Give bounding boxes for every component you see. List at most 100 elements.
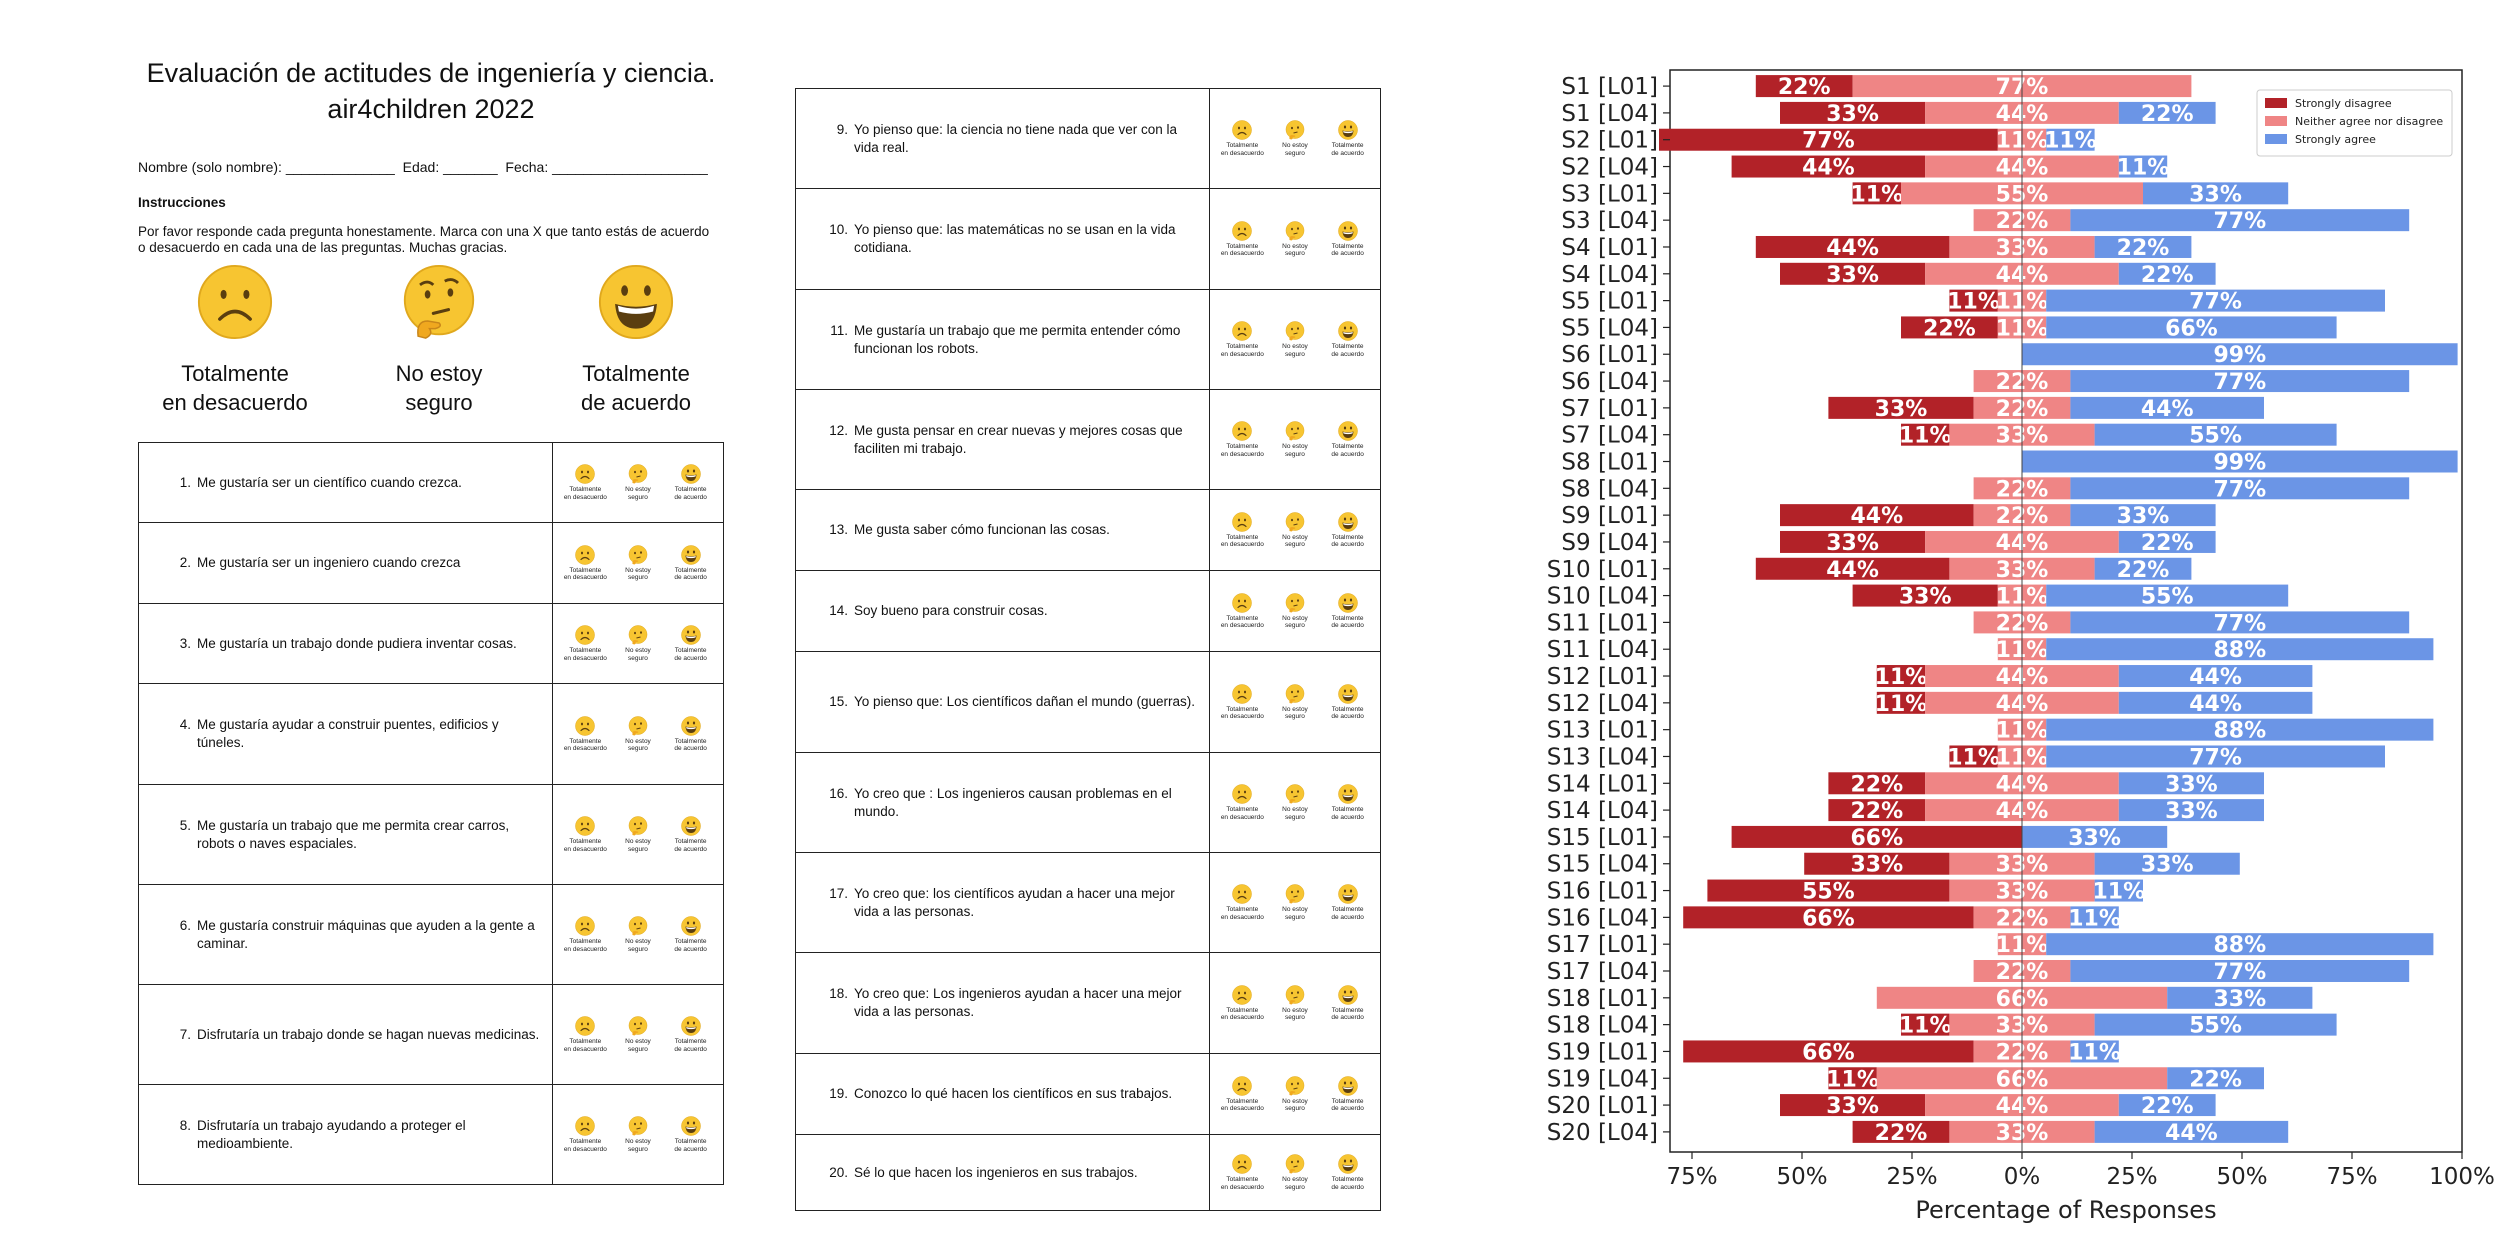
answer-option-unsure[interactable]: No estoy seguro — [1271, 421, 1319, 458]
answer-option-unsure[interactable]: No estoy seguro — [614, 464, 662, 501]
answer-option-agree[interactable]: Totalmente de acuerdo — [1324, 1075, 1372, 1113]
answer-option-agree[interactable]: Totalmente de acuerdo — [1324, 120, 1372, 157]
grinning-face-icon — [680, 1016, 701, 1036]
answer-option-disagree[interactable]: Totalmente en desacuerdo — [561, 464, 609, 501]
answer-option-label-line2: seguro — [628, 1045, 648, 1053]
answer-option-agree[interactable]: Totalmente de acuerdo — [667, 816, 715, 853]
answer-option-agree[interactable]: Totalmente de acuerdo — [1324, 421, 1372, 458]
answer-option-agree[interactable]: Totalmente de acuerdo — [1324, 511, 1372, 549]
answer-option-unsure[interactable]: No estoy seguro — [1271, 592, 1319, 630]
y-tick-label: S9 [L01] — [1561, 503, 1658, 529]
answer-option-unsure[interactable]: No estoy seguro — [614, 715, 662, 753]
answer-option-unsure[interactable]: No estoy seguro — [1271, 511, 1319, 549]
answer-option-unsure[interactable]: No estoy seguro — [1271, 120, 1319, 157]
answer-option-agree[interactable]: Totalmente de acuerdo — [1324, 220, 1372, 258]
answer-option-agree[interactable]: Totalmente de acuerdo — [667, 715, 715, 753]
answer-option-agree[interactable]: Totalmente de acuerdo — [667, 625, 715, 662]
answer-option-agree[interactable]: Totalmente de acuerdo — [667, 1116, 715, 1153]
grinning-face-icon — [680, 464, 701, 484]
answer-option-agree[interactable]: Totalmente de acuerdo — [1324, 884, 1372, 921]
answer-option-disagree[interactable]: Totalmente en desacuerdo — [561, 715, 609, 753]
name-blank[interactable]: ______________ — [285, 159, 395, 175]
answer-option-unsure[interactable]: No estoy seguro — [1271, 1075, 1319, 1113]
answer-option-unsure[interactable]: No estoy seguro — [614, 816, 662, 853]
answer-option-label-line1: Totalmente — [1331, 242, 1364, 250]
answer-option-disagree[interactable]: Totalmente en desacuerdo — [1218, 1154, 1266, 1191]
answer-option-label-line1: No estoy — [1282, 906, 1308, 913]
answer-option-label-line2: en desacuerdo — [1220, 1014, 1264, 1021]
question-text-cell: 8. Disfrutaría un trabajo ayudando a prot… — [138, 1084, 553, 1185]
answer-option-disagree[interactable]: Totalmente en desacuerdo — [1218, 1075, 1266, 1113]
answer-option-agree[interactable]: Totalmente de acuerdo — [1324, 1154, 1372, 1191]
bar-disagree — [1876, 691, 1926, 714]
bar-value-label: 33% — [1826, 531, 1879, 556]
answer-option-disagree[interactable]: Totalmente en desacuerdo — [1218, 120, 1266, 157]
thinking-face-icon — [1285, 784, 1305, 804]
answer-option-unsure[interactable]: No estoy seguro — [1271, 321, 1319, 358]
answer-option-unsure[interactable]: No estoy seguro — [1271, 984, 1319, 1022]
answer-option-unsure[interactable]: No estoy seguro — [1271, 683, 1319, 721]
answer-option-agree[interactable]: Totalmente de acuerdo — [1324, 592, 1372, 630]
thinking-face-icon — [628, 1016, 648, 1036]
answer-option-unsure[interactable]: No estoy seguro — [614, 544, 662, 582]
y-tick-label: S7 [L04] — [1561, 423, 1658, 449]
question-row: 11. Me gustaría un trabajo que me permita… — [795, 289, 1381, 390]
answer-option-agree[interactable]: Totalmente de acuerdo — [667, 916, 715, 953]
answer-option-disagree[interactable]: Totalmente en desacuerdo — [561, 1016, 609, 1053]
answer-option-disagree[interactable]: Totalmente en desacuerdo — [1218, 220, 1266, 258]
y-tick-label: S4 [L04] — [1561, 262, 1658, 288]
answer-option-label: Totalmente en desacuerdo — [561, 567, 609, 582]
question-text: Me gustaría un trabajo que me permita cr… — [197, 817, 510, 851]
answer-option-disagree[interactable]: Totalmente en desacuerdo — [561, 1116, 609, 1153]
date-blank[interactable]: ____________________ — [552, 159, 708, 175]
answer-option-unsure[interactable]: No estoy seguro — [614, 1016, 662, 1053]
bar-agree — [2094, 557, 2192, 580]
bar-disagree — [1852, 1120, 1950, 1143]
answer-option-disagree[interactable]: Totalmente en desacuerdo — [561, 916, 609, 953]
answer-option-disagree[interactable]: Totalmente en desacuerdo — [1218, 511, 1266, 549]
answer-option-disagree[interactable]: Totalmente en desacuerdo — [561, 625, 609, 662]
grinning-face-icon — [1337, 984, 1358, 1005]
answer-option-disagree[interactable]: Totalmente en desacuerdo — [561, 816, 609, 853]
answer-option-agree[interactable]: Totalmente de acuerdo — [667, 1016, 715, 1053]
answer-option-unsure[interactable]: No estoy seguro — [1271, 784, 1319, 821]
y-tick-label: S20 [L04] — [1547, 1120, 1658, 1146]
bar-value-label: 66% — [1802, 906, 1855, 931]
answer-option-unsure[interactable]: No estoy seguro — [1271, 884, 1319, 921]
answer-option-unsure[interactable]: No estoy seguro — [1271, 1154, 1319, 1191]
x-tick-label: 25% — [2106, 1164, 2157, 1190]
question-row: 17. Yo creo que: los científicos ayudan a… — [795, 852, 1381, 953]
answer-option-disagree[interactable]: Totalmente en desacuerdo — [1218, 984, 1266, 1022]
question-text-cell: 13. Me gusta saber cómo funcionan las cos… — [795, 489, 1210, 571]
answer-option-unsure[interactable]: No estoy seguro — [1271, 220, 1319, 258]
answer-option-unsure[interactable]: No estoy seguro — [614, 625, 662, 662]
answer-option-disagree[interactable]: Totalmente en desacuerdo — [1218, 784, 1266, 821]
answer-option-agree[interactable]: Totalmente de acuerdo — [1324, 321, 1372, 358]
answer-option-label-line2: en desacuerdo — [1220, 250, 1264, 257]
answer-option-disagree[interactable]: Totalmente en desacuerdo — [1218, 683, 1266, 721]
answer-option-agree[interactable]: Totalmente de acuerdo — [1324, 683, 1372, 721]
answer-option-agree[interactable]: Totalmente de acuerdo — [667, 544, 715, 582]
question-text: Yo creo que: Los ingenieros ayudan a hac… — [854, 986, 1182, 1019]
answer-option-disagree[interactable]: Totalmente en desacuerdo — [1218, 421, 1266, 458]
y-tick-label: S5 [L01] — [1561, 289, 1658, 315]
frowning-face-icon — [1232, 592, 1253, 613]
answer-option-disagree[interactable]: Totalmente en desacuerdo — [1218, 321, 1266, 358]
frowning-face-icon — [1232, 683, 1253, 704]
bar-agree — [2094, 1013, 2337, 1036]
answer-option-agree[interactable]: Totalmente de acuerdo — [1324, 984, 1372, 1022]
answer-option-disagree[interactable]: Totalmente en desacuerdo — [561, 544, 609, 582]
answer-option-agree[interactable]: Totalmente de acuerdo — [1324, 784, 1372, 821]
answer-option-unsure[interactable]: No estoy seguro — [614, 916, 662, 953]
answer-option-label-line2: en desacuerdo — [1220, 149, 1264, 157]
y-tick-label: S6 [L01] — [1561, 342, 1658, 368]
bar-agree — [2118, 155, 2168, 178]
answer-option-unsure[interactable]: No estoy seguro — [614, 1116, 662, 1153]
answer-option-disagree[interactable]: Totalmente en desacuerdo — [1218, 592, 1266, 630]
answer-option-agree[interactable]: Totalmente de acuerdo — [667, 464, 715, 501]
answer-option-disagree[interactable]: Totalmente en desacuerdo — [1218, 884, 1266, 921]
answer-option-label-line2: de acuerdo — [674, 845, 707, 853]
scale-item-agree: Totalmente de acuerdo — [536, 264, 736, 417]
bar-agree — [2022, 450, 2458, 473]
age-blank[interactable]: _______ — [443, 159, 498, 175]
